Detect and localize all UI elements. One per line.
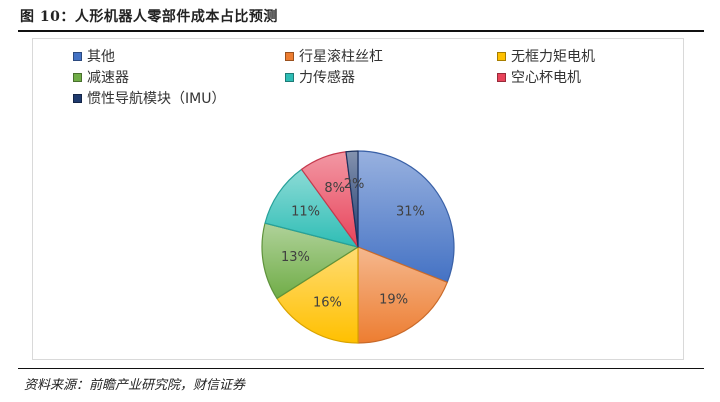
legend-item-frameless-motor: 无框力矩电机 — [497, 46, 595, 66]
pie-slice-force-sensor — [264, 168, 359, 248]
legend-item-reducer: 减速器 — [73, 67, 129, 87]
legend-swatch — [497, 72, 506, 82]
legend-item-coreless-motor: 空心杯电机 — [497, 67, 581, 87]
pie-slice-reducer — [261, 222, 359, 300]
data-label-reducer: 13% — [281, 250, 310, 265]
data-label-force-sensor: 11% — [291, 204, 320, 219]
legend-label: 空心杯电机 — [511, 70, 581, 86]
pie-slice-imu — [345, 150, 359, 248]
legend-label: 惯性导航模块（IMU） — [87, 91, 226, 107]
data-label-coreless-motor: 8% — [324, 181, 345, 196]
data-label-imu: 2% — [344, 177, 365, 192]
legend-swatch — [497, 51, 506, 61]
legend-swatch — [73, 51, 82, 61]
figure-title: 图 10：人形机器人零部件成本占比预测 — [20, 9, 278, 25]
source-note: 资料来源：前瞻产业研究院，财信证券 — [24, 378, 246, 393]
legend-swatch — [285, 72, 294, 82]
legend-swatch — [73, 93, 82, 103]
data-label-roller-screw: 19% — [379, 292, 408, 307]
chart-legend: 其他 行星滚柱丝杠 无框力矩电机 减速器 力传感器 空心杯电机 惯性导航模块（I… — [73, 46, 673, 116]
plot-area-frame — [32, 38, 684, 360]
pie-slices — [261, 150, 455, 344]
pie-slice-frameless-motor — [276, 246, 359, 344]
legend-item-imu: 惯性导航模块（IMU） — [73, 88, 225, 108]
legend-item-other: 其他 — [73, 46, 115, 66]
bottom-rule — [18, 368, 704, 369]
legend-item-roller-screw: 行星滚柱丝杠 — [285, 46, 383, 66]
top-rule — [18, 30, 704, 32]
legend-item-force-sensor: 力传感器 — [285, 67, 355, 87]
pie-slice-other — [357, 150, 455, 283]
pie-data-labels: 31% 19% 16% 13% 11% 8%2% — [281, 177, 425, 311]
legend-swatch — [285, 51, 294, 61]
legend-label: 减速器 — [87, 70, 129, 86]
legend-label: 行星滚柱丝杠 — [299, 49, 383, 65]
legend-label: 力传感器 — [299, 70, 355, 86]
legend-label: 无框力矩电机 — [511, 49, 595, 65]
data-label-frameless-motor: 16% — [313, 296, 342, 311]
legend-swatch — [73, 72, 82, 82]
pie-slice-roller-screw — [357, 246, 448, 344]
data-label-other: 31% — [396, 204, 425, 219]
legend-label: 其他 — [87, 49, 115, 65]
